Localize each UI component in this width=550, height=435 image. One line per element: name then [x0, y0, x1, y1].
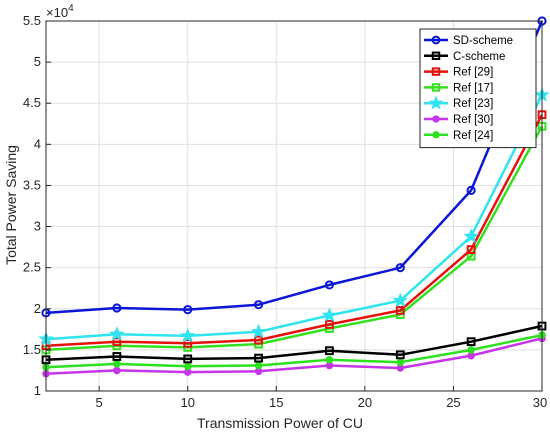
data-point	[324, 280, 335, 290]
data-point	[254, 361, 263, 370]
legend-item: Ref [24]	[424, 130, 493, 142]
legend-label: C-scheme	[453, 51, 505, 63]
y-multiplier: ×104	[46, 3, 74, 20]
y-multiplier-exponent: 4	[68, 3, 74, 14]
y-tick-label: 4.5	[23, 95, 41, 110]
data-point	[112, 337, 122, 347]
x-tick-label: 15	[269, 395, 283, 410]
legend-label: Ref [17]	[453, 82, 493, 94]
data-point	[392, 292, 408, 308]
legend-item: Ref [29]	[424, 67, 493, 79]
series-line	[45, 94, 544, 341]
legend-item: Ref [17]	[424, 82, 493, 94]
legend-label: Ref [23]	[453, 98, 493, 110]
x-tick-label: 25	[446, 395, 460, 410]
data-point	[183, 354, 193, 364]
series-line	[45, 333, 543, 369]
y-tick-label: 3	[34, 219, 41, 234]
legend-label: Ref [29]	[453, 67, 493, 79]
series-ref-29	[41, 110, 547, 351]
y-tick-label: 5	[34, 54, 41, 69]
data-point	[325, 355, 334, 364]
data-point	[113, 360, 121, 368]
data-point	[321, 307, 338, 322]
data-point	[432, 131, 440, 139]
data-point	[432, 115, 440, 123]
data-point	[431, 51, 441, 61]
x-tick-label: 30	[533, 395, 547, 410]
data-point	[395, 306, 405, 315]
data-point	[183, 305, 193, 315]
series-line	[45, 125, 544, 352]
data-point	[183, 338, 193, 348]
data-point	[325, 346, 334, 356]
y-tick-label: 5.5	[23, 13, 41, 28]
y-tick-label: 2.5	[23, 260, 41, 275]
data-point	[463, 228, 479, 244]
data-point	[466, 245, 476, 254]
data-point	[180, 327, 196, 343]
data-point	[431, 83, 441, 92]
data-point	[112, 352, 122, 361]
y-tick-label: 3.5	[23, 177, 41, 192]
x-tick-label: 5	[96, 395, 103, 410]
legend-label: SD-scheme	[453, 35, 513, 47]
legend-item: SD-scheme	[424, 35, 513, 47]
legend-label: Ref [30]	[453, 114, 493, 126]
x-axis-label: Transmission Power of CU	[197, 415, 363, 431]
x-tick-label: 20	[358, 395, 372, 410]
plot-frame	[45, 20, 543, 392]
data-point	[467, 346, 475, 354]
data-point	[254, 353, 263, 363]
data-point	[113, 366, 121, 375]
y-axis-label: Total Power Saving	[3, 145, 19, 265]
legend-item: C-scheme	[424, 51, 505, 63]
data-point	[112, 303, 122, 313]
legend-item: Ref [23]	[424, 95, 493, 110]
series-sd-scheme	[41, 16, 547, 318]
data-point	[466, 337, 476, 347]
axes	[45, 20, 543, 392]
data-point	[395, 350, 405, 360]
y-tick-label: 2	[34, 301, 41, 316]
data-point	[428, 95, 444, 110]
legend-label: Ref [24]	[453, 130, 493, 142]
legend: SD-scheme C-scheme Ref [29] Ref [17] Ref [23…	[419, 28, 537, 149]
series-line	[45, 324, 543, 362]
data-point	[431, 67, 441, 76]
data-point	[431, 35, 441, 45]
data-point	[466, 185, 476, 195]
data-point	[396, 358, 405, 367]
series-line	[45, 114, 544, 348]
data-point	[254, 335, 263, 345]
y-multiplier-base: ×10	[46, 5, 68, 20]
data-point	[109, 326, 125, 341]
y-tick-label: 1	[34, 383, 41, 398]
data-point	[253, 300, 264, 310]
series-line	[45, 337, 543, 375]
data-point	[325, 320, 334, 329]
data-point	[395, 263, 405, 273]
series-line	[45, 20, 544, 315]
x-tick-label: 10	[180, 395, 194, 410]
data-point	[183, 362, 192, 371]
tick-labels: 5 10 15 20 25 30 1 1.5 2 2.5 3 3.5 4 4.5 5 5.5	[23, 13, 547, 410]
y-tick-label: 1.5	[23, 342, 41, 357]
y-tick-label: 4	[34, 136, 41, 151]
data-point	[250, 323, 267, 339]
legend-item: Ref [30]	[424, 114, 493, 126]
